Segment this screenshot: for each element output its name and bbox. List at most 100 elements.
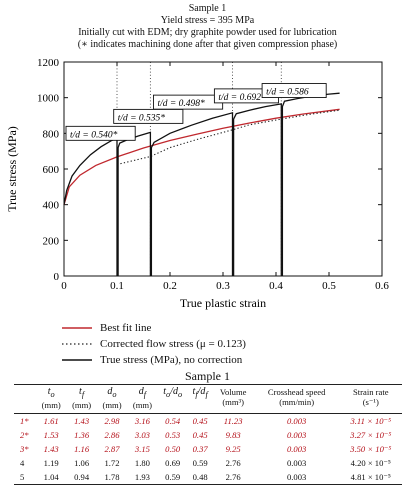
asterisk-note: (∗ indicates machining done after that g… xyxy=(77,39,338,50)
table-title: Sample 1 xyxy=(185,369,230,383)
table-cell: 0.37 xyxy=(192,444,208,454)
table-cell: 3.50 × 10⁻⁵ xyxy=(350,444,392,454)
table-cell: 0.003 xyxy=(286,458,307,468)
preparation-note: Initially cut with EDM; dry graphite pow… xyxy=(78,27,337,38)
column-header: to (mm) xyxy=(36,385,66,414)
table-cell: 0.45 xyxy=(192,430,208,440)
y-tick-label: 1000 xyxy=(37,93,60,105)
legend-label: True stress (MPa), no correction xyxy=(100,354,243,366)
x-tick-label: 0.5 xyxy=(322,280,336,292)
x-tick-label: 0.4 xyxy=(269,280,283,292)
column-header: tf (mm) xyxy=(66,385,96,414)
table-cell: 2.76 xyxy=(212,470,254,485)
table-cell: 3.27 × 10⁻⁵ xyxy=(350,430,392,440)
x-tick-label: 0.2 xyxy=(163,280,177,292)
column-unit: (s⁻¹) xyxy=(362,397,379,407)
table-cell: 1.16 xyxy=(74,444,90,454)
table-cell: 1.06 xyxy=(74,458,90,468)
table-cell: 3.16 xyxy=(134,416,150,426)
series-0-line xyxy=(63,108,340,205)
table-cell: 9.25 xyxy=(225,444,241,454)
table-cell: 2.98 xyxy=(104,416,120,426)
x-tick-label: 0.1 xyxy=(110,280,124,292)
legend-label: Corrected flow stress (μ = 0.123) xyxy=(100,338,246,350)
column-unit: (mm) xyxy=(41,400,61,410)
table-row: 3* 1.43 1.16 2.87 3.15 0.50 0.37 9.25 0.003 3.50 … xyxy=(14,442,402,456)
case-cell: 4 xyxy=(20,458,25,468)
table-cell: 0.003 xyxy=(253,470,340,485)
annotation-td-2: t/d = 0.498* xyxy=(152,94,224,110)
table-cell: 0.94 xyxy=(66,470,97,485)
table-row: 1* 1.61 1.43 2.98 3.16 0.54 0.45 11.23 0.003 3.11… xyxy=(14,414,402,429)
legend-swatch-dotted-line xyxy=(62,343,92,345)
annotation-label: t/d = 0.692 xyxy=(218,93,261,103)
table-cell: 0.54 xyxy=(165,416,181,426)
table-row: 2* 1.53 1.36 2.86 3.03 0.53 0.45 9.83 0.003 3.27 … xyxy=(14,428,402,442)
table-cell: 0.48 xyxy=(187,470,213,485)
table-cell: 1.78 xyxy=(96,470,128,485)
column-header: Crosshead speed (mm/min) xyxy=(254,385,340,414)
table-cell: 0.003 xyxy=(286,444,307,454)
column-header: do (mm) xyxy=(97,385,127,414)
yield-stress-note: Yield stress = 395 MPa xyxy=(160,15,255,26)
y-tick-label: 0 xyxy=(54,271,60,283)
annotation-box xyxy=(261,83,327,98)
table-cell: 1.72 xyxy=(104,458,120,468)
table-cell: 2.86 xyxy=(104,430,120,440)
column-header: df (mm) xyxy=(127,385,157,414)
table-cell: 3.03 xyxy=(134,430,150,440)
table-cell: 1.53 xyxy=(43,430,59,440)
column-symbol: Strain rate xyxy=(353,387,389,397)
series-1-line xyxy=(116,109,340,166)
column-symbol: tf xyxy=(79,386,85,400)
y-tick-label: 200 xyxy=(43,235,60,247)
column-header: Volume (mm³) xyxy=(213,385,254,414)
table-cell: 1.04 xyxy=(36,470,67,485)
column-symbol: to/do xyxy=(163,386,183,400)
series-2-segment-4 xyxy=(281,92,340,276)
column-symbol: df xyxy=(138,386,147,400)
table-cell: 1.80 xyxy=(134,458,150,468)
y-axis-label: True stress (MPa) xyxy=(5,126,19,212)
column-header: tf/df xyxy=(188,385,213,414)
legend-item-best-fit: Best fit line xyxy=(62,320,246,336)
column-unit: (mm³) xyxy=(222,397,244,407)
table-cell: 1.43 xyxy=(74,416,90,426)
column-header: Strain rate (s⁻¹) xyxy=(340,385,402,414)
table-cell: 2.76 xyxy=(225,458,241,468)
case-cell: 2* xyxy=(20,430,29,440)
annotation-label: t/d = 0.586 xyxy=(266,88,309,98)
table-cell: 0.003 xyxy=(286,430,307,440)
legend-swatch-black-line xyxy=(62,359,92,361)
annotation-td-4: t/d = 0.586 xyxy=(261,83,327,98)
annotation-label: t/d = 0.498* xyxy=(157,99,205,109)
table-cell: 0.59 xyxy=(157,470,188,485)
table-body: 1* 1.61 1.43 2.98 3.16 0.54 0.45 11.23 0.003 3.11… xyxy=(14,414,402,485)
table-cell: 4.20 × 10⁻⁵ xyxy=(350,458,391,468)
series-2-segment-0 xyxy=(63,136,118,276)
legend-item-corrected: Corrected flow stress (μ = 0.123) xyxy=(62,336,246,352)
legend: Best fit line Corrected flow stress (μ =… xyxy=(62,320,246,368)
table-cell: 0.45 xyxy=(192,416,208,426)
column-symbol: Volume xyxy=(219,387,247,397)
y-tick-label: 1200 xyxy=(37,57,60,69)
column-unit: (mm) xyxy=(132,400,152,410)
table-cell: 9.83 xyxy=(225,430,241,440)
table-cell: 0.003 xyxy=(286,416,307,426)
table-row: 4 1.19 1.06 1.72 1.80 0.69 0.59 2.76 0.003 4.20 ×… xyxy=(14,456,402,470)
annotation-label: t/d = 0.535* xyxy=(118,113,166,123)
table-cell: 3.11 × 10⁻⁵ xyxy=(350,416,392,426)
column-unit: (mm/min) xyxy=(279,397,315,407)
table-cell: 4.81 × 10⁻⁵ xyxy=(339,470,402,485)
annotation-td-1: t/d = 0.535* xyxy=(113,108,184,124)
table-cell: 2.87 xyxy=(104,444,120,454)
x-tick-label: 0 xyxy=(61,280,67,292)
table-cell: 1.93 xyxy=(127,470,158,485)
column-header: to/do xyxy=(158,385,188,414)
table-header-row: to (mm) tf (mm) do (mm) df (mm) to/do tf/df Volume… xyxy=(14,384,402,414)
annotation-box xyxy=(65,125,136,141)
table-cell: 0.69 xyxy=(165,458,181,468)
table-row: 5 1.04 0.94 1.78 1.93 0.59 0.48 2.76 0.003 4.81 ×… xyxy=(14,470,402,485)
table-cell: 1.61 xyxy=(43,416,59,426)
table-cell: 11.23 xyxy=(223,416,243,426)
